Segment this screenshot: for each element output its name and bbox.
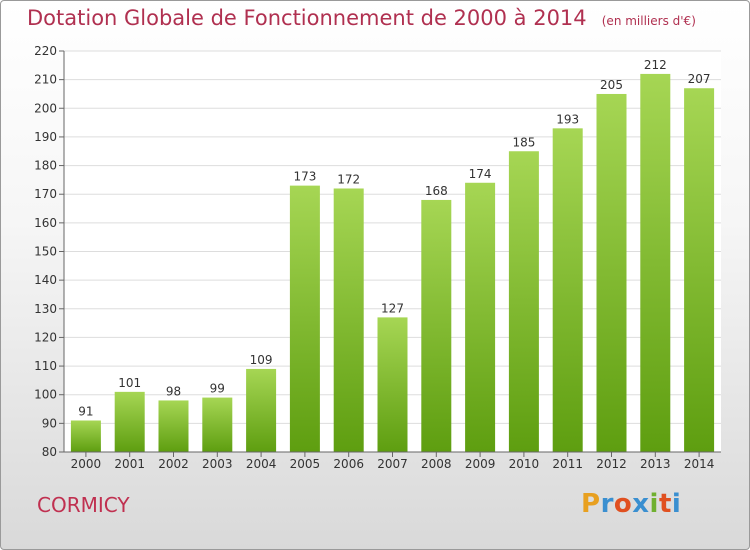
y-tick-label: 220 — [34, 44, 57, 58]
bar-value-label: 127 — [381, 301, 404, 315]
bar — [552, 128, 583, 452]
bar-value-label: 91 — [78, 404, 93, 418]
bar-value-label: 99 — [210, 382, 225, 396]
bar — [246, 368, 277, 452]
bar — [465, 182, 496, 452]
bar-value-label: 101 — [118, 376, 141, 390]
chart-unit-note: (en milliers d'€) — [601, 14, 696, 28]
x-tick-label: 2000 — [71, 457, 102, 471]
bar-value-label: 168 — [425, 184, 448, 198]
y-tick-label: 150 — [34, 245, 57, 259]
bar — [596, 93, 627, 452]
bar — [289, 185, 320, 452]
y-tick-label: 110 — [34, 359, 57, 373]
commune-name: CORMICY — [37, 493, 130, 517]
y-tick-label: 80 — [42, 445, 57, 459]
x-tick-label: 2012 — [596, 457, 627, 471]
bar — [202, 397, 233, 452]
x-tick-label: 2007 — [377, 457, 408, 471]
x-tick-label: 2009 — [465, 457, 496, 471]
y-tick-label: 130 — [34, 302, 57, 316]
bar-value-label: 109 — [250, 353, 273, 367]
y-tick-label: 120 — [34, 330, 57, 344]
x-tick-label: 2003 — [202, 457, 233, 471]
y-tick-label: 200 — [34, 101, 57, 115]
logo-letter: t — [658, 489, 672, 519]
bar — [684, 88, 715, 452]
y-tick-label: 100 — [34, 388, 57, 402]
logo-letter: r — [600, 489, 614, 519]
logo-letter: o — [613, 489, 633, 519]
logo-letter: i — [671, 489, 682, 519]
bar-value-label: 174 — [469, 167, 492, 181]
bar — [70, 420, 101, 452]
bar-value-label: 212 — [644, 58, 667, 72]
bar-value-label: 193 — [556, 112, 579, 126]
bar-value-label: 98 — [166, 384, 181, 398]
y-tick-label: 170 — [34, 187, 57, 201]
y-tick-label: 140 — [34, 273, 57, 287]
bar — [421, 199, 452, 452]
bar — [333, 188, 364, 452]
x-tick-label: 2014 — [684, 457, 715, 471]
x-tick-label: 2011 — [552, 457, 583, 471]
bar — [640, 73, 671, 453]
logo-letter: x — [632, 489, 650, 519]
x-tick-label: 2006 — [333, 457, 364, 471]
bar-value-label: 172 — [337, 172, 360, 186]
logo-letter: i — [649, 489, 659, 519]
x-tick-label: 2002 — [158, 457, 189, 471]
y-tick-label: 190 — [34, 130, 57, 144]
bar — [508, 151, 539, 452]
bar — [158, 400, 189, 452]
x-tick-label: 2004 — [246, 457, 277, 471]
x-tick-label: 2010 — [509, 457, 540, 471]
bar-value-label: 173 — [293, 170, 316, 184]
bar-value-label: 207 — [688, 72, 711, 86]
y-tick-label: 90 — [42, 416, 57, 430]
y-tick-label: 160 — [34, 216, 57, 230]
y-tick-label: 210 — [34, 73, 57, 87]
logo-letter: P — [581, 489, 601, 519]
x-tick-label: 2005 — [290, 457, 321, 471]
bar — [377, 317, 408, 452]
bar-value-label: 205 — [600, 78, 623, 92]
x-tick-label: 2013 — [640, 457, 671, 471]
chart-title-block: Dotation Globale de Fonctionnement de 20… — [27, 6, 696, 30]
x-tick-label: 2001 — [114, 457, 145, 471]
proxiti-logo: Proxiti — [581, 489, 681, 519]
chart-title: Dotation Globale de Fonctionnement de 20… — [27, 6, 587, 30]
y-tick-label: 180 — [34, 159, 57, 173]
bar — [114, 391, 145, 452]
bar-value-label: 185 — [512, 135, 535, 149]
x-tick-label: 2008 — [421, 457, 452, 471]
